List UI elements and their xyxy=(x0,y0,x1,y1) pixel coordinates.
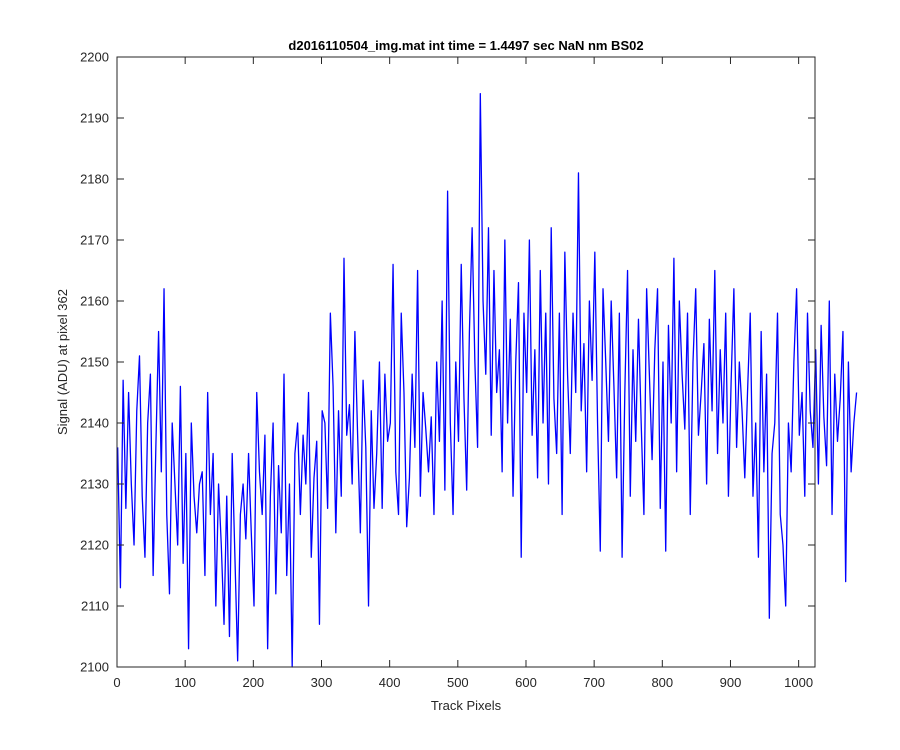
series-layer xyxy=(117,92,858,668)
y-tick-label: 2200 xyxy=(80,50,109,65)
x-tick-label: 800 xyxy=(651,675,673,690)
x-tick-label: 500 xyxy=(447,675,469,690)
x-tick-label: 200 xyxy=(242,675,264,690)
x-tick-label: 100 xyxy=(174,675,196,690)
y-tick-label: 2180 xyxy=(80,172,109,187)
y-tick-label: 2150 xyxy=(80,355,109,370)
y-axis: 2100 2110 2120 2130 2140 2150 2160 2170 2180 2190… xyxy=(80,50,815,675)
x-tick-label: 1000 xyxy=(784,675,813,690)
y-tick-label: 2170 xyxy=(80,233,109,248)
y-tick-label: 2110 xyxy=(81,599,109,614)
y-tick-label: 2120 xyxy=(80,538,109,553)
x-axis-label: Track Pixels xyxy=(431,698,502,713)
x-axis: 0 100 200 300 400 500 600 700 800 900 1000 xyxy=(113,57,813,690)
x-tick-label: 0 xyxy=(113,675,120,690)
x-tick-label: 700 xyxy=(583,675,605,690)
y-tick-label: 2130 xyxy=(80,477,109,492)
chart-title: d2016110504_img.mat int time = 1.4497 se… xyxy=(288,38,643,53)
y-tick-label: 2160 xyxy=(80,294,109,309)
x-tick-label: 600 xyxy=(515,675,537,690)
x-tick-label: 300 xyxy=(311,675,333,690)
y-tick-label: 2140 xyxy=(80,416,109,431)
x-tick-label: 900 xyxy=(720,675,742,690)
series-line-0 xyxy=(117,92,858,668)
y-axis-label: Signal (ADU) at pixel 362 xyxy=(55,289,70,435)
y-tick-label: 2100 xyxy=(80,660,109,675)
x-tick-label: 400 xyxy=(379,675,401,690)
y-tick-label: 2190 xyxy=(80,111,109,126)
